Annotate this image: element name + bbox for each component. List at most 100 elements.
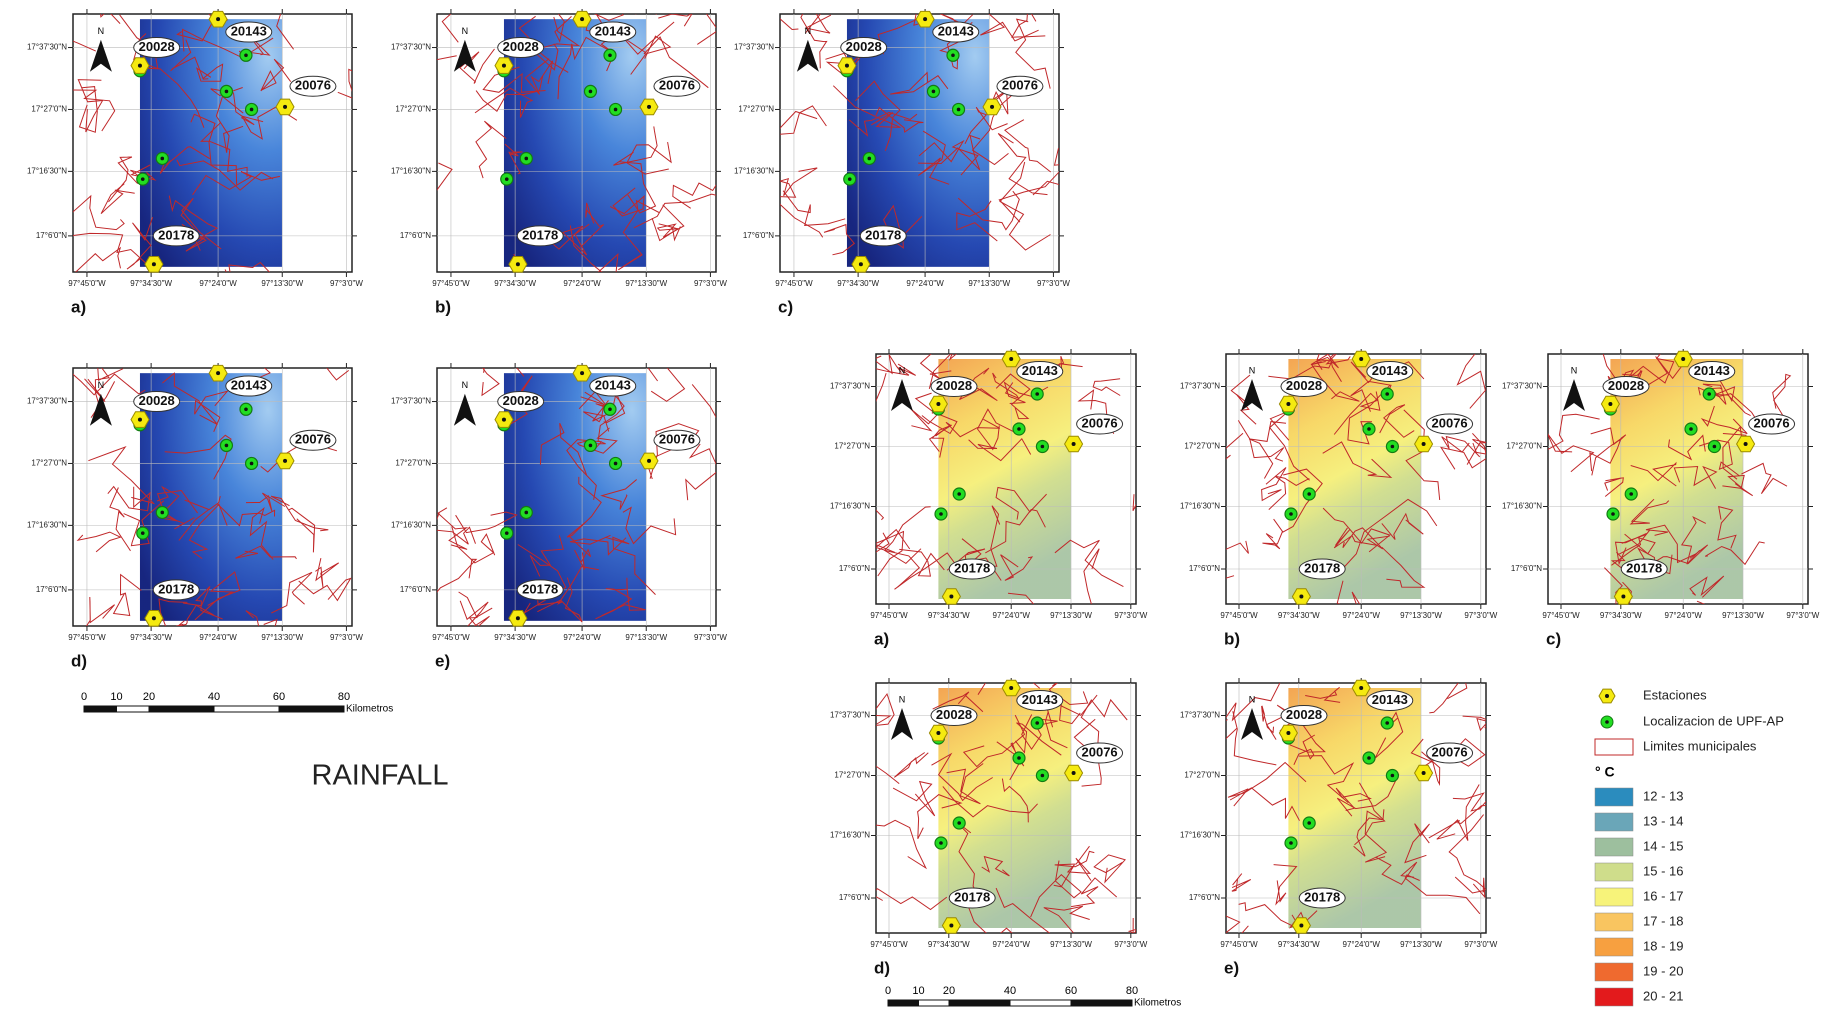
lat-label: 17°6'0"N: [1189, 893, 1220, 902]
upf-dot: [1017, 756, 1021, 760]
scale-segment: [279, 706, 344, 712]
scale-label: 10: [912, 985, 924, 997]
upf-dot: [1367, 427, 1371, 431]
panel-label: c): [778, 297, 793, 316]
station-label: 20143: [595, 23, 631, 38]
station-dot: [1621, 595, 1625, 599]
lat-label: 17°37'30"N: [27, 397, 67, 406]
lat-label: 17°6'0"N: [36, 231, 67, 240]
lon-label: 97°24'0"W: [1343, 611, 1381, 620]
lon-label: 97°34'30"W: [1278, 611, 1320, 620]
lon-label: 97°24'0"W: [199, 633, 237, 642]
lon-label: 97°13'30"W: [1050, 611, 1092, 620]
station-label: 20028: [936, 707, 972, 722]
scale-label: 10: [110, 691, 122, 703]
north-label: N: [899, 694, 906, 704]
lon-label: 97°24'0"W: [1665, 611, 1703, 620]
lon-label: 97°13'30"W: [1400, 940, 1442, 949]
boundary-line: [622, 0, 657, 15]
station-label: 20076: [1082, 744, 1118, 759]
lat-label: 17°27'0"N: [834, 771, 870, 780]
station-label: 20178: [1304, 560, 1340, 575]
lon-label: 97°45'0"W: [432, 633, 470, 642]
lon-label: 97°13'30"W: [625, 279, 667, 288]
legend-class: 16 - 17: [1643, 888, 1683, 903]
upf-dot: [1689, 427, 1693, 431]
station-label: 20076: [295, 78, 331, 93]
legend-swatch: [1595, 888, 1633, 906]
upf-dot: [141, 531, 145, 535]
lat-label: 17°6'0"N: [839, 893, 870, 902]
station-label: 20076: [659, 78, 695, 93]
upf-dot: [1035, 392, 1039, 396]
station-label: 20143: [231, 377, 267, 392]
upf-dot: [250, 108, 254, 112]
map-panel: 17°37'30"N17°27'0"N17°16'30"N17°6'0"N97°…: [27, 0, 377, 316]
boundary-line: [1145, 728, 1238, 749]
scale-segment: [1071, 1000, 1132, 1006]
scale-bar: 01020406080Kilometros: [885, 985, 1181, 1009]
station-dot: [283, 105, 287, 109]
lat-label: 17°16'30"N: [27, 166, 67, 175]
station-dot: [1359, 686, 1363, 690]
lat-label: 17°37'30"N: [27, 43, 67, 52]
upf-dot: [867, 157, 871, 161]
lat-label: 17°6'0"N: [1189, 564, 1220, 573]
lon-label: 97°3'0"W: [330, 279, 363, 288]
lon-label: 97°24'0"W: [199, 279, 237, 288]
station-label: 20178: [158, 581, 194, 596]
lat-label: 17°27'0"N: [395, 459, 431, 468]
north-label: N: [462, 380, 469, 390]
lon-label: 97°13'30"W: [1050, 940, 1092, 949]
lon-label: 97°45'0"W: [870, 611, 908, 620]
rainfall-label: RAINFALL: [312, 760, 449, 792]
lat-label: 17°6'0"N: [400, 231, 431, 240]
station-dot: [138, 64, 142, 68]
panel-label: e): [435, 651, 450, 670]
boundary-line: [1133, 491, 1164, 513]
scale-label: 20: [943, 985, 955, 997]
lon-label: 97°3'0"W: [694, 279, 727, 288]
legend-swatch: [1595, 963, 1633, 981]
boundary-line: [1655, 601, 1707, 644]
station-dot: [1422, 771, 1426, 775]
page: RAINFALL 17°37'30"N17°27'0"N17°16'30"N17…: [0, 0, 1839, 1013]
station-dot: [647, 105, 651, 109]
lat-label: 17°16'30"N: [1502, 502, 1542, 511]
lon-label: 97°3'0"W: [1464, 940, 1497, 949]
lon-label: 97°34'30"W: [130, 633, 172, 642]
lon-label: 97°45'0"W: [1220, 611, 1258, 620]
upf-dot: [589, 90, 593, 94]
legend-class: 15 - 16: [1643, 863, 1683, 878]
lat-label: 17°37'30"N: [1180, 711, 1220, 720]
station-dot: [1422, 442, 1426, 446]
lat-label: 17°27'0"N: [738, 105, 774, 114]
station-label: 20143: [595, 377, 631, 392]
lat-label: 17°6'0"N: [400, 585, 431, 594]
station-label: 20178: [522, 581, 558, 596]
lon-label: 97°34'30"W: [1278, 940, 1320, 949]
station-label: 20028: [1608, 378, 1644, 393]
lat-label: 17°16'30"N: [734, 166, 774, 175]
station-dot: [647, 459, 651, 463]
scale-label: 40: [1004, 985, 1016, 997]
lat-label: 17°16'30"N: [830, 831, 870, 840]
station-dot: [580, 17, 584, 21]
map-panel: 17°37'30"N17°27'0"N17°16'30"N17°6'0"N97°…: [830, 347, 1164, 648]
station-dot: [1299, 924, 1303, 928]
north-label: N: [98, 26, 105, 36]
lat-label: 17°27'0"N: [1184, 771, 1220, 780]
north-label: N: [899, 365, 906, 375]
legend-swatch: [1595, 813, 1633, 831]
lon-label: 97°13'30"W: [968, 279, 1010, 288]
lat-label: 17°37'30"N: [830, 711, 870, 720]
map-panel: 17°37'30"N17°27'0"N17°16'30"N17°6'0"N97°…: [391, 327, 757, 671]
upf-dot: [1629, 492, 1633, 496]
station-label: 20028: [846, 39, 882, 54]
lon-label: 97°13'30"W: [625, 633, 667, 642]
station-label: 20143: [1022, 363, 1058, 378]
station-dot: [502, 64, 506, 68]
lon-label: 97°13'30"W: [261, 633, 303, 642]
legend-swatch: [1595, 863, 1633, 881]
scale-segment: [149, 706, 214, 712]
